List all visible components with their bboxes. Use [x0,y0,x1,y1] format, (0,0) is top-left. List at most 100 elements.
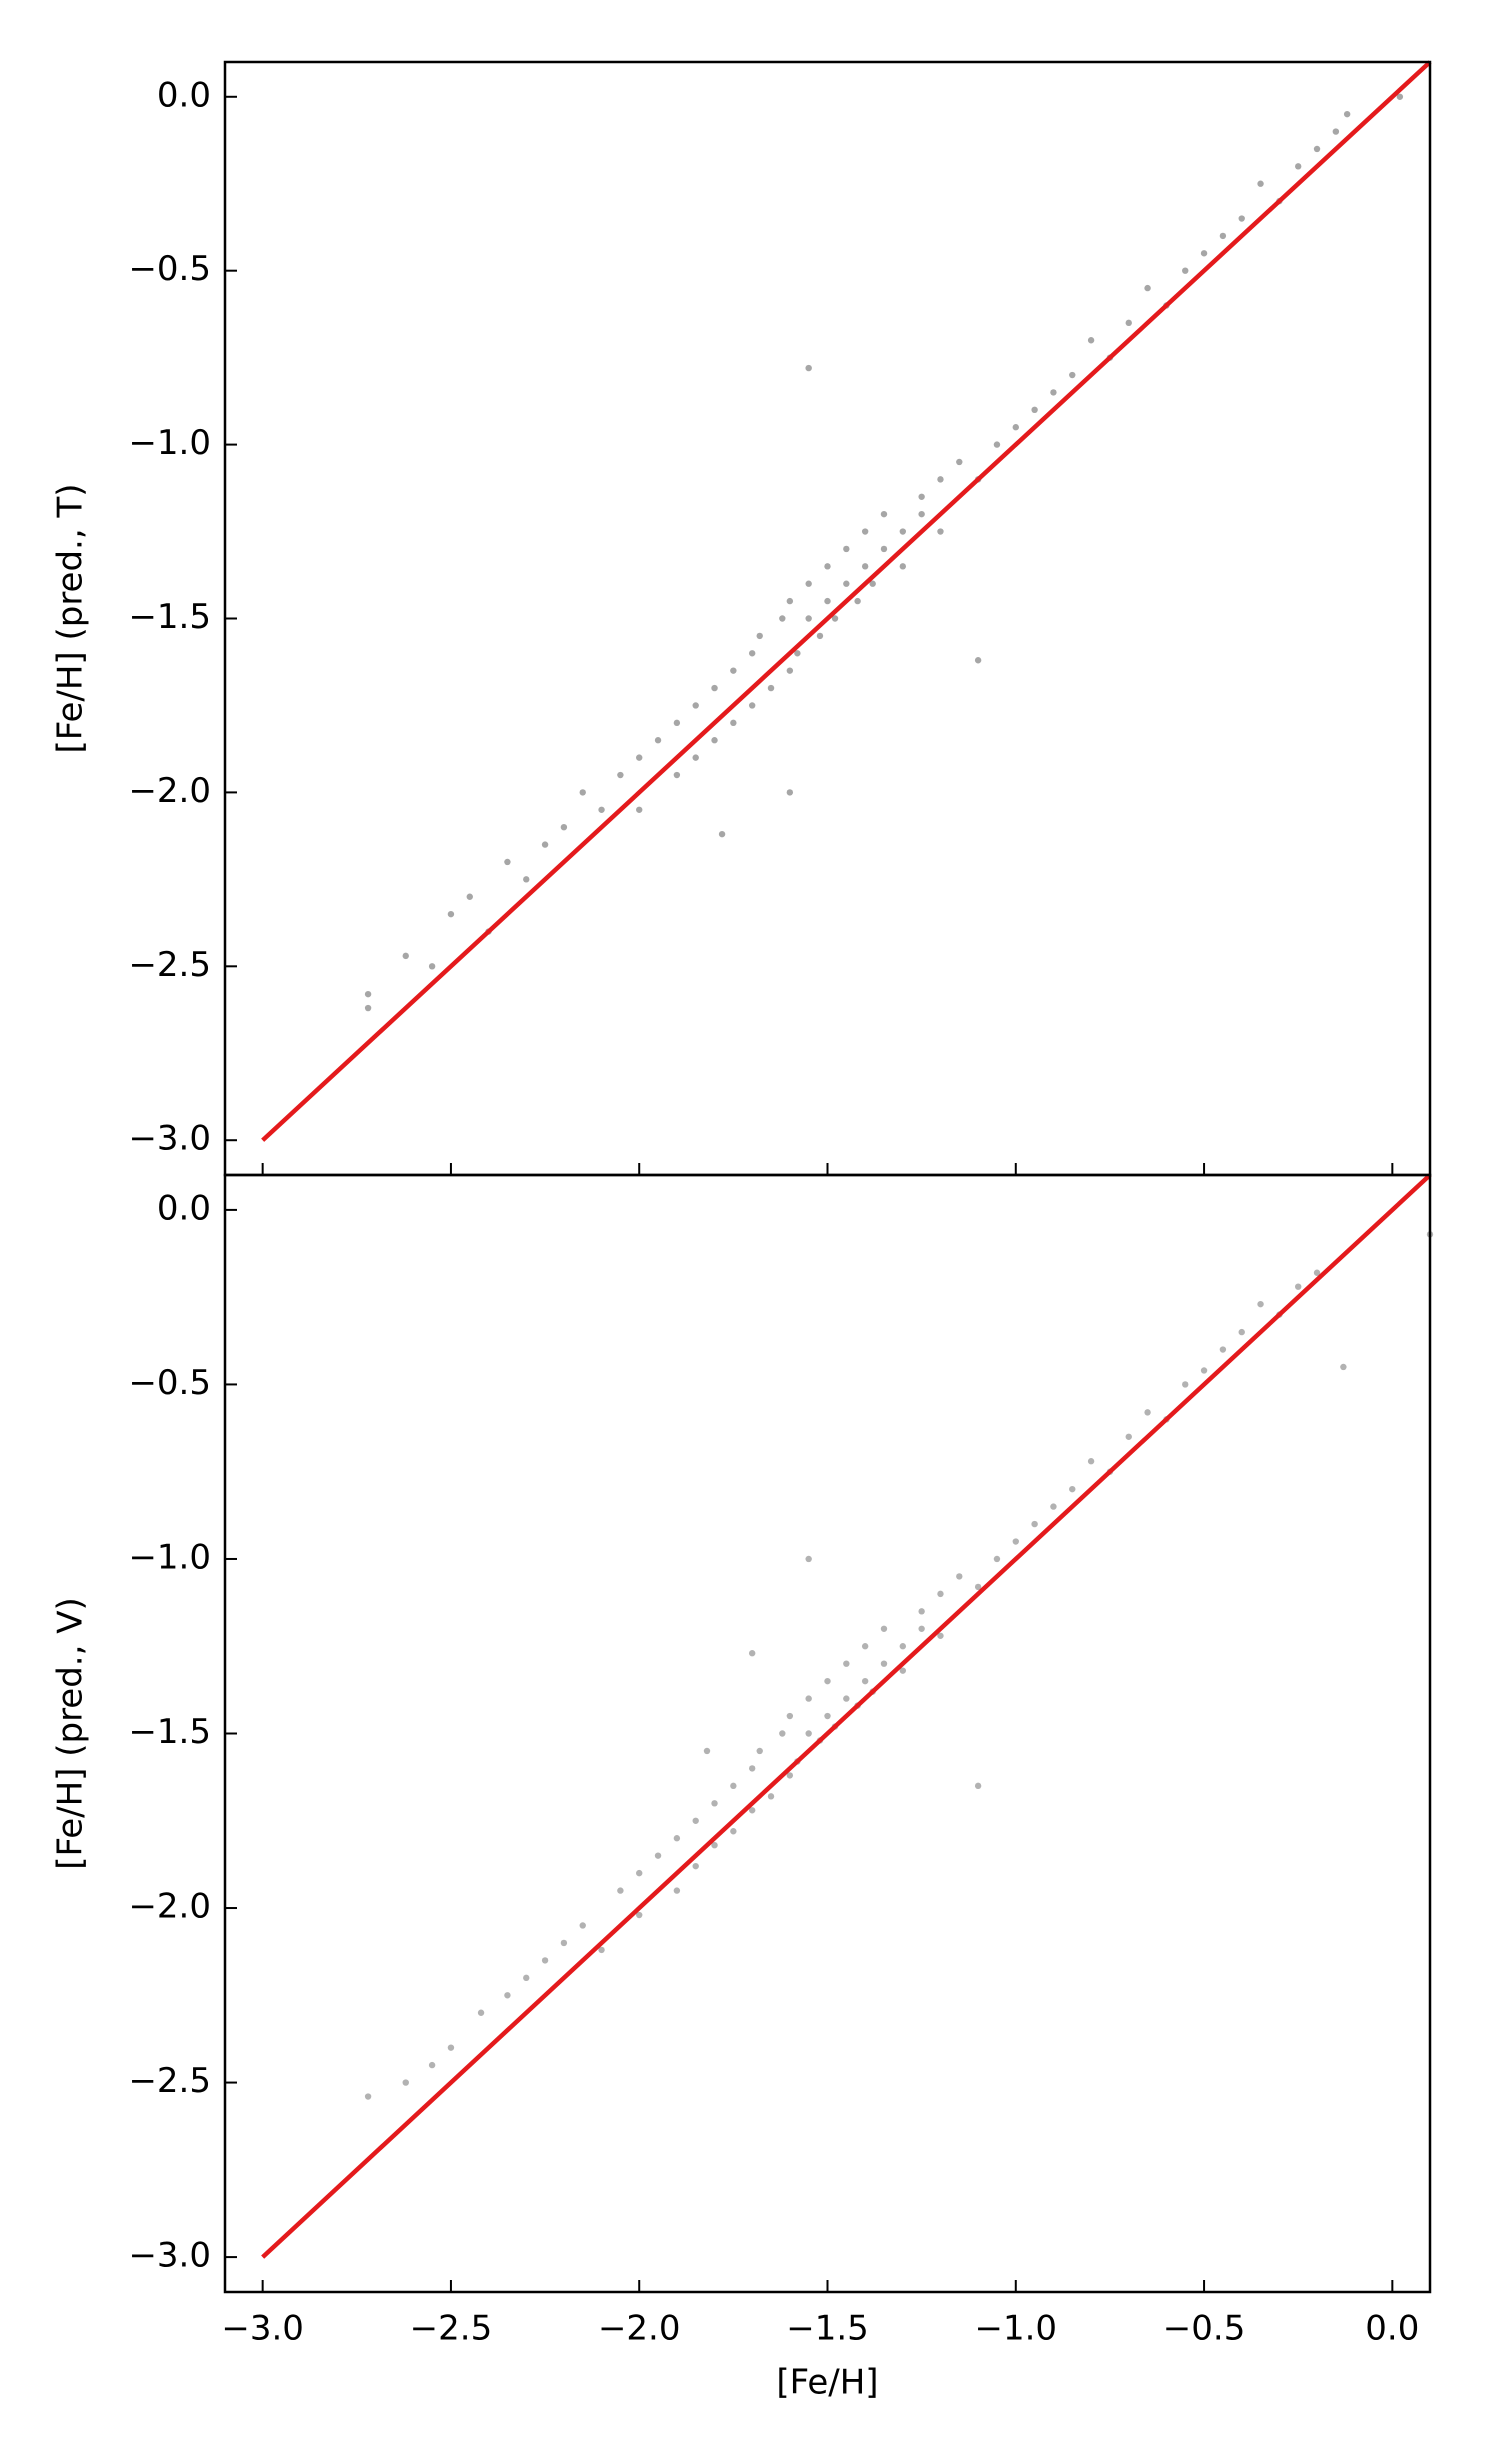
data-point [1069,371,1076,379]
data-point [673,719,681,727]
data-point [1050,389,1057,396]
data-point [748,1650,756,1657]
data-point [786,667,794,674]
data-point [402,2079,409,2086]
data-point [364,990,372,998]
data-point [1200,1367,1208,1374]
data-point [918,493,925,500]
data-point [1182,1381,1189,1388]
data-point [1050,1503,1057,1510]
data-point [1238,1328,1245,1336]
data-point [937,528,944,535]
y-tick-label: −2.5 [128,2061,211,2101]
data-point [364,2093,372,2100]
data-point [617,1887,624,1894]
data-point [560,1939,568,1947]
data-point [748,650,756,657]
data-point [730,1828,737,1835]
data-point [767,1793,775,1800]
data-point [786,1772,794,1779]
data-point [748,1807,756,1814]
data-point [428,963,436,970]
data-point [1219,1346,1227,1353]
data-point [1257,1300,1264,1308]
data-point [786,789,794,796]
data-point [854,597,861,605]
data-point [692,702,699,709]
data-point [1031,406,1038,414]
reference-line [261,60,1432,1142]
data-point [730,1782,737,1790]
y-tick-label: −3.0 [128,1119,211,1159]
data-point [824,1712,831,1720]
data-point [786,1712,794,1720]
data-point [617,771,624,779]
data-point [786,597,794,605]
data-point [1200,250,1208,257]
data-point [1144,284,1151,292]
data-point [794,650,801,657]
data-point [748,702,756,709]
data-point [402,952,409,960]
data-point [447,910,455,918]
data-point [428,2061,436,2069]
data-point [1257,180,1264,187]
data-point [1396,93,1404,100]
data-point [861,563,869,570]
data-point [692,1817,699,1824]
y-tick-label: −0.5 [128,1363,211,1403]
data-point [654,1852,662,1859]
data-point [880,1625,888,1632]
data-point [899,1643,907,1650]
data-point [974,1583,982,1591]
x-axis-label: [Fe/H] [776,2363,878,2403]
data-point [869,580,876,587]
data-point [843,1695,850,1702]
data-point [1012,1538,1019,1545]
data-point [523,1974,530,1982]
x-tick-label: −2.0 [598,2309,681,2349]
data-point [1125,1433,1132,1440]
y-axis-label: [Fe/H] (pred., V) [51,1597,91,1870]
data-point [504,1992,511,1999]
data-point [861,528,869,535]
data-point [1144,1409,1151,1416]
data-point [1295,1283,1302,1290]
data-point [1343,110,1351,118]
x-tick-label: −0.5 [1163,2309,1246,2349]
data-point [703,1747,711,1755]
data-point [880,1660,888,1667]
data-point [993,1555,1001,1563]
data-point [477,2009,485,2016]
data-point [711,1842,718,1849]
data-point [636,1869,643,1877]
data-point [636,1911,643,1919]
data-point [993,441,1001,448]
data-point [1238,215,1245,222]
data-point [598,806,605,813]
data-point [805,1730,812,1737]
data-point [711,684,718,692]
data-point [673,771,681,779]
data-point [861,1677,869,1685]
data-point [1219,232,1227,240]
data-point [364,1004,372,1012]
data-point [756,632,763,640]
data-point [1332,128,1340,135]
data-point [447,2044,455,2051]
data-point [824,597,831,605]
reference-line [261,1173,1432,2259]
data-point [805,580,812,587]
x-tick-label: −2.5 [410,2309,493,2349]
data-point [636,806,643,813]
data-point [523,876,530,883]
data-point [767,684,775,692]
data-point [692,1862,699,1870]
data-point [560,823,568,831]
data-point [692,754,699,761]
data-point [918,1608,925,1615]
data-point [673,1835,681,1842]
data-point [636,754,643,761]
data-point [918,1625,925,1632]
